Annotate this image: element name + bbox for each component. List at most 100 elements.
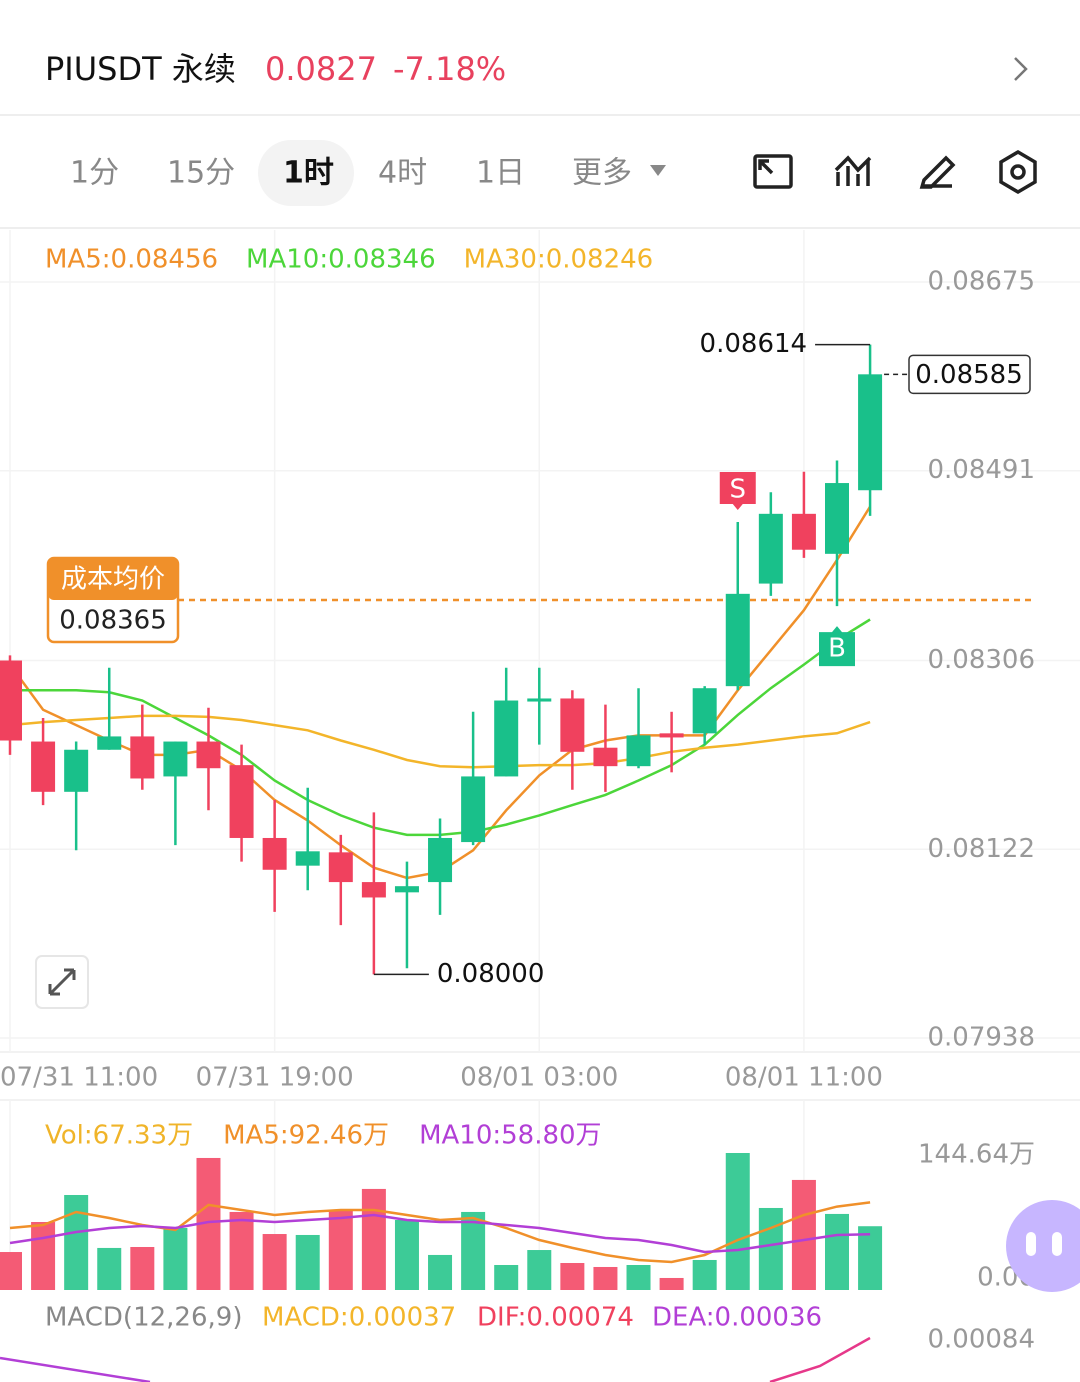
icon-draw[interactable]: [919, 155, 956, 189]
last-label: 0.08585: [915, 360, 1023, 390]
candle-body: [758, 513, 783, 584]
candle-body: [295, 851, 320, 866]
candle-body: [328, 852, 353, 883]
volume-bar: [64, 1194, 89, 1290]
toolbar: [753, 149, 1037, 195]
legend-entry: MA5:92.46万: [223, 1121, 389, 1151]
x-tick-label: 07/31 11:00: [0, 1063, 158, 1093]
volume-bar: [97, 1247, 122, 1290]
tab[interactable]: 1分: [70, 156, 119, 191]
candle-body: [394, 886, 419, 893]
candle-body: [659, 733, 684, 738]
tab[interactable]: 15分: [167, 156, 235, 191]
candle-body: [0, 660, 22, 741]
candle-body: [791, 513, 816, 550]
y-tick-label: 0.08306: [927, 645, 1035, 675]
volume-bar: [560, 1263, 585, 1290]
tab[interactable]: 4时: [378, 156, 427, 191]
candle-body: [626, 735, 651, 767]
volume-bar: [626, 1264, 651, 1290]
y-tick-label: 0.08491: [927, 455, 1035, 485]
dif-line: [769, 1336, 871, 1382]
tab[interactable]: 1时: [283, 156, 334, 191]
ma-line: [9, 714, 871, 769]
candle-body: [593, 747, 618, 767]
high-label: 0.08614: [700, 329, 808, 359]
volume-bar: [593, 1266, 618, 1290]
bubble-eye: [1026, 1232, 1036, 1256]
legend-entry: MA30:0.08246: [464, 245, 654, 275]
candle-body: [560, 698, 585, 752]
volume-bar: [295, 1234, 320, 1290]
volume-bar: [461, 1211, 486, 1290]
dropdown-arrow[interactable]: [650, 165, 666, 176]
volume-bar: [394, 1220, 419, 1290]
assistant-bubble[interactable]: [1006, 1200, 1080, 1292]
macd-title: MACD(12,26,9): [45, 1303, 242, 1333]
header[interactable]: PIUSDT 永续 0.0827 -7.18%: [45, 50, 1028, 88]
candle-body: [130, 736, 155, 779]
volume-bar: [428, 1254, 453, 1290]
x-tick-label: 07/31 19:00: [196, 1063, 354, 1093]
sell-label: S: [730, 475, 747, 505]
symbol[interactable]: PIUSDT 永续: [45, 50, 236, 88]
sell-marker: [719, 472, 756, 511]
price-chart: 0.08675 0.08491 0.08306 0.08122 0.07938 07/31…: [0, 245, 1035, 1093]
candle-body: [428, 837, 453, 883]
icon-settings-center: [1010, 164, 1026, 180]
change: -7.18%: [393, 50, 506, 88]
candle-body: [825, 483, 849, 554]
volume-bar: [858, 1226, 883, 1290]
buy-marker: [819, 626, 855, 667]
volume-bar: [825, 1213, 849, 1290]
macd-tick: 0.00084: [927, 1325, 1035, 1355]
legend-entry: MA5:0.08456: [45, 245, 218, 275]
candle-body: [725, 593, 750, 687]
legend-entry: MA10:58.80万: [419, 1121, 602, 1151]
cost-title: 成本均价: [61, 564, 165, 594]
y-tick-label: 0.07938: [927, 1023, 1035, 1053]
y-tick-label: 0.08122: [927, 834, 1035, 864]
volume-ma-line: [9, 1213, 871, 1254]
candle-body: [64, 749, 89, 792]
volume-bar: [328, 1209, 353, 1290]
volume-bar: [527, 1250, 552, 1290]
tab[interactable]: 更多: [572, 156, 632, 191]
volume-bar: [758, 1207, 783, 1290]
y-tick-label: 144.64万: [918, 1140, 1035, 1170]
volume-bar: [494, 1264, 519, 1290]
cost-price: 0.08365: [59, 605, 167, 635]
icon-indicator[interactable]: [834, 155, 872, 186]
candle-body: [229, 765, 254, 838]
legend-entry: MA10:0.08346: [246, 245, 436, 275]
legend-entry: Vol:67.33万: [45, 1121, 193, 1151]
icon-fullscreen[interactable]: [753, 154, 793, 189]
candle-body: [858, 374, 883, 491]
volume-bar: [659, 1277, 684, 1290]
volume-bar: [229, 1211, 254, 1290]
tabs: 1分 15分 1时 4时 1日 更多: [70, 156, 632, 191]
volume-bar: [692, 1259, 717, 1290]
tab[interactable]: 1日: [476, 156, 525, 191]
chevron[interactable]: [1014, 57, 1028, 81]
expand-icon: [48, 968, 76, 996]
icon-settings[interactable]: [999, 149, 1037, 195]
candle-body: [494, 700, 519, 777]
candle-body: [692, 688, 717, 734]
bubble-eye: [1052, 1232, 1062, 1256]
candle-body: [527, 698, 552, 702]
candle-body: [97, 736, 122, 750]
tab-selected-bg: [258, 140, 354, 206]
last-box: [908, 354, 1031, 395]
candle-body: [361, 882, 386, 898]
volume-bar: [31, 1221, 56, 1290]
icon-arrow: [758, 159, 774, 175]
macd-value: MACD:0.00037: [262, 1303, 456, 1333]
dea-value: DEA:0.00036: [652, 1303, 822, 1333]
y-tick-label: 0.08675: [927, 267, 1035, 297]
grid: [0, 230, 1080, 1290]
candle-body: [163, 741, 188, 777]
candle-body: [461, 776, 486, 843]
